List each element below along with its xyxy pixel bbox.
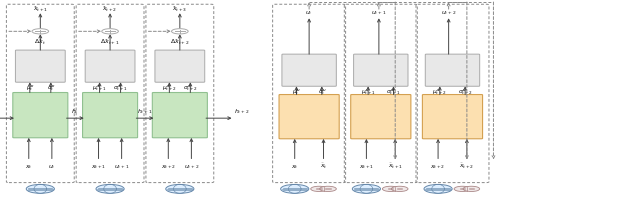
Circle shape — [392, 186, 408, 191]
Text: $x_{t+1}$: $x_{t+1}$ — [359, 163, 374, 171]
FancyBboxPatch shape — [15, 50, 65, 82]
Circle shape — [166, 184, 194, 193]
Circle shape — [102, 29, 118, 34]
Text: $h_t$: $h_t$ — [71, 107, 79, 116]
FancyBboxPatch shape — [155, 50, 205, 82]
Text: $u_{t+1}$: $u_{t+1}$ — [371, 9, 387, 17]
Text: $x_t$: $x_t$ — [291, 163, 299, 171]
FancyBboxPatch shape — [282, 54, 337, 86]
Text: $u_t$: $u_t$ — [305, 9, 313, 17]
Text: $x_{t+2}$: $x_{t+2}$ — [431, 163, 445, 171]
Text: $\Delta\hat{x}_t$: $\Delta\hat{x}_t$ — [35, 38, 46, 47]
Text: $\mu^x_t$: $\mu^x_t$ — [26, 83, 34, 93]
Circle shape — [311, 186, 328, 191]
FancyBboxPatch shape — [354, 54, 408, 86]
FancyBboxPatch shape — [422, 95, 483, 139]
Circle shape — [424, 184, 452, 193]
Text: $u_{t+1}$: $u_{t+1}$ — [114, 163, 129, 171]
Text: $\tilde{x}_t$: $\tilde{x}_t$ — [319, 162, 328, 171]
Circle shape — [172, 29, 188, 34]
Circle shape — [463, 186, 480, 191]
Text: $h_{t+2}$: $h_{t+2}$ — [234, 107, 249, 116]
FancyBboxPatch shape — [279, 95, 339, 139]
Text: $\mu^x_{t+1}$: $\mu^x_{t+1}$ — [92, 83, 107, 93]
Text: $u_{t+2}$: $u_{t+2}$ — [441, 9, 456, 17]
Text: $\mu^u_t$: $\mu^u_t$ — [292, 87, 301, 97]
Text: $\sigma^u_{t+2}$: $\sigma^u_{t+2}$ — [458, 87, 472, 97]
Text: $\sigma^u_{t+1}$: $\sigma^u_{t+1}$ — [386, 87, 401, 97]
Text: $\mu^u_{t+2}$: $\mu^u_{t+2}$ — [433, 87, 447, 97]
Text: $u_{t+2}$: $u_{t+2}$ — [184, 163, 199, 171]
Text: $h_{t+1}$: $h_{t+1}$ — [137, 107, 153, 116]
Text: $x_{t+1}$: $x_{t+1}$ — [91, 163, 106, 171]
Text: $\sigma^x_t$: $\sigma^x_t$ — [47, 83, 55, 93]
Text: $\sigma^x_{t+1}$: $\sigma^x_{t+1}$ — [113, 83, 128, 93]
Circle shape — [281, 184, 309, 193]
Text: $\hat{x}_{t+2}$: $\hat{x}_{t+2}$ — [102, 4, 118, 14]
Circle shape — [454, 186, 471, 191]
Circle shape — [26, 184, 54, 193]
Text: $x_t$: $x_t$ — [25, 163, 33, 171]
Text: $\mu^u_{t+1}$: $\mu^u_{t+1}$ — [361, 87, 376, 97]
FancyBboxPatch shape — [13, 93, 68, 138]
FancyBboxPatch shape — [351, 95, 411, 139]
Text: $\hat{x}_{t+3}$: $\hat{x}_{t+3}$ — [172, 4, 188, 14]
FancyBboxPatch shape — [85, 50, 135, 82]
Circle shape — [352, 184, 380, 193]
Circle shape — [32, 29, 49, 34]
FancyBboxPatch shape — [83, 93, 138, 138]
Text: $x_{t+2}$: $x_{t+2}$ — [161, 163, 176, 171]
Text: $u_t$: $u_t$ — [48, 163, 56, 171]
Text: $\Delta\hat{x}_{t+2}$: $\Delta\hat{x}_{t+2}$ — [170, 38, 189, 47]
Text: $\mu^x_{t+2}$: $\mu^x_{t+2}$ — [162, 83, 177, 93]
Text: $\hat{x}_{t+1}$: $\hat{x}_{t+1}$ — [33, 4, 48, 14]
Text: $\sigma^x_{t+2}$: $\sigma^x_{t+2}$ — [183, 83, 198, 93]
Text: $\tilde{x}_{t+1}$: $\tilde{x}_{t+1}$ — [387, 162, 403, 171]
Circle shape — [320, 186, 337, 191]
FancyBboxPatch shape — [425, 54, 479, 86]
Circle shape — [96, 184, 124, 193]
FancyBboxPatch shape — [152, 93, 207, 138]
Text: $\tilde{x}_{t+2}$: $\tilde{x}_{t+2}$ — [460, 162, 474, 171]
Circle shape — [383, 186, 399, 191]
Text: $\Delta\hat{x}_{t+1}$: $\Delta\hat{x}_{t+1}$ — [100, 38, 120, 47]
Text: $\sigma^u_t$: $\sigma^u_t$ — [317, 87, 326, 97]
